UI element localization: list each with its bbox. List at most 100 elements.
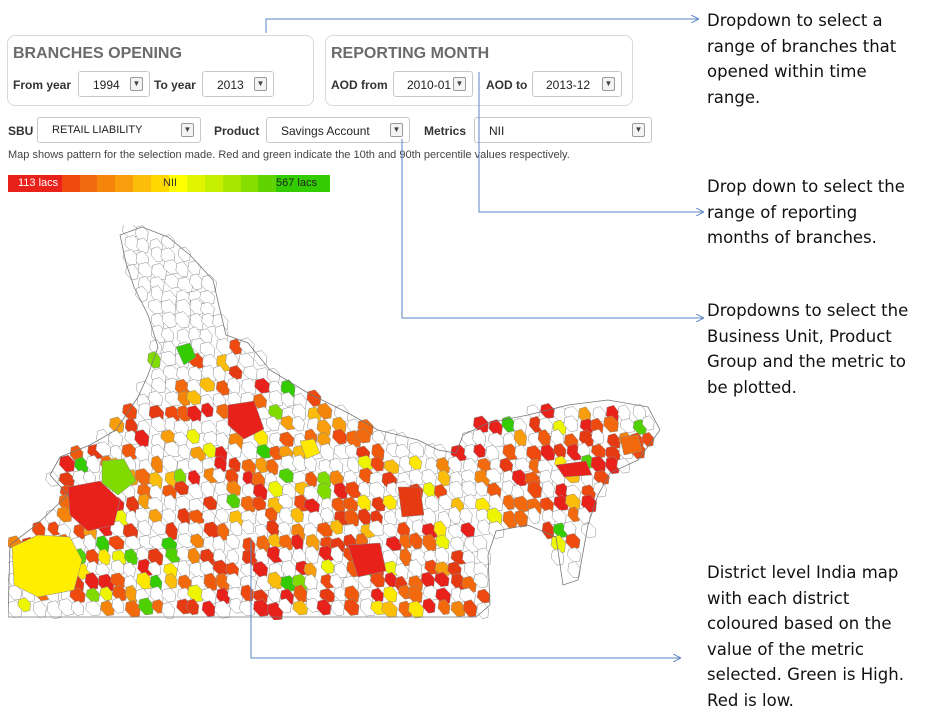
district[interactable] [488,521,505,539]
district[interactable] [422,481,437,498]
district[interactable] [226,480,242,497]
district[interactable] [134,468,152,486]
district[interactable] [199,289,215,305]
district[interactable] [603,415,619,433]
district[interactable] [502,443,518,461]
district[interactable] [605,456,621,475]
district[interactable] [513,509,529,528]
district[interactable] [472,429,486,448]
district[interactable] [138,597,154,616]
district[interactable] [200,402,214,418]
district[interactable] [254,523,269,539]
district[interactable] [151,520,167,536]
district[interactable] [421,468,437,487]
district[interactable] [186,598,200,616]
district[interactable] [187,457,204,474]
district[interactable] [316,482,332,501]
district[interactable] [370,456,385,472]
district[interactable] [187,521,204,538]
district[interactable] [67,480,121,532]
district[interactable] [619,418,636,433]
district[interactable] [502,494,516,511]
district[interactable] [69,587,86,604]
district[interactable] [435,457,451,474]
district[interactable] [162,484,177,500]
district[interactable] [112,584,128,602]
district[interactable] [227,586,244,603]
chevron-down-icon[interactable]: ▼ [602,77,615,91]
district[interactable] [189,273,203,290]
district[interactable] [437,469,451,487]
district[interactable] [32,600,47,618]
district[interactable] [177,443,191,460]
district[interactable] [330,599,345,617]
district[interactable] [280,391,295,407]
district[interactable] [279,431,295,448]
district[interactable] [241,482,258,499]
district[interactable] [511,469,528,487]
district[interactable] [135,225,149,242]
district[interactable] [123,562,136,578]
district[interactable] [316,419,332,437]
district[interactable] [280,415,297,431]
district[interactable] [46,600,63,619]
district[interactable] [148,390,163,407]
district[interactable] [266,367,280,385]
district[interactable] [177,532,194,549]
district[interactable] [541,480,555,498]
district[interactable] [150,246,164,263]
district[interactable] [408,441,425,458]
district[interactable] [228,365,243,380]
district[interactable] [137,558,154,577]
district[interactable] [241,519,255,535]
district[interactable] [201,312,216,328]
district[interactable] [189,298,204,316]
district[interactable] [424,495,440,512]
district[interactable] [148,471,163,490]
district[interactable] [174,311,190,329]
district[interactable] [137,519,152,536]
district[interactable] [186,390,202,406]
district[interactable] [513,495,530,513]
district[interactable] [448,506,462,525]
district[interactable] [147,561,162,577]
district[interactable] [228,457,241,473]
district[interactable] [331,496,346,514]
district[interactable] [200,587,217,605]
district[interactable] [175,261,189,278]
district[interactable] [565,533,581,550]
district[interactable] [383,510,398,526]
district[interactable] [56,506,73,523]
district[interactable] [161,311,178,328]
district[interactable] [173,431,188,447]
metrics-select[interactable]: NII ▼ [474,117,652,143]
district[interactable] [174,480,189,496]
district[interactable] [163,494,177,512]
district[interactable] [200,480,215,498]
district[interactable] [124,235,141,252]
district[interactable] [642,415,655,431]
district[interactable] [57,523,71,538]
district[interactable] [265,416,280,432]
district[interactable] [125,584,138,604]
district[interactable] [227,442,242,459]
district[interactable] [214,600,231,619]
district[interactable] [188,509,205,525]
district[interactable] [59,454,76,473]
district[interactable] [176,405,191,422]
district[interactable] [291,415,305,432]
district[interactable] [239,600,256,617]
district[interactable] [189,313,204,331]
district[interactable] [227,400,265,440]
district[interactable] [476,602,490,619]
district[interactable] [540,403,555,419]
district[interactable] [124,548,139,566]
district[interactable] [385,536,403,552]
district[interactable] [47,521,61,536]
district[interactable] [527,480,543,499]
district[interactable] [371,496,386,512]
district[interactable] [136,237,150,254]
district[interactable] [580,522,597,539]
district[interactable] [357,494,372,512]
district[interactable] [477,519,491,536]
